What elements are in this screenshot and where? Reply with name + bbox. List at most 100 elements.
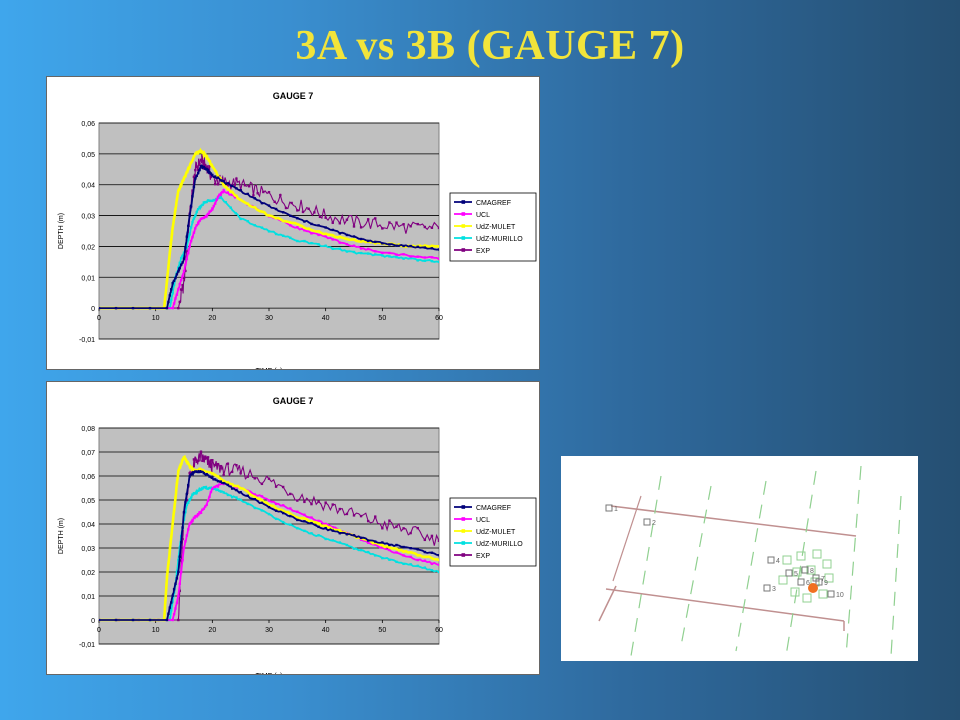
data-point: [168, 294, 172, 297]
data-point: [246, 494, 249, 497]
map-channel: [845, 465, 862, 657]
gauge-marker: [605, 504, 613, 512]
y-tick-label: 0,02: [81, 570, 95, 577]
data-point: [216, 176, 220, 179]
data-point: [423, 538, 427, 542]
data-point: [205, 503, 208, 507]
data-point: [179, 278, 183, 282]
y-tick-label: -0,01: [79, 642, 95, 649]
data-point: [296, 499, 299, 502]
legend-label: EXP: [476, 248, 490, 255]
data-point: [235, 194, 238, 197]
data-point: [239, 217, 242, 221]
data-point: [366, 550, 370, 554]
map-building: [790, 587, 800, 597]
legend-label: CMAGREF: [476, 200, 511, 207]
data-point: [222, 180, 225, 183]
chart-svg-bottom: GAUGE 7 -0,01 0 0,01 0,02 0,03 0,04 0,05 0,06 0,0…: [58, 396, 537, 674]
data-point: [189, 226, 193, 229]
data-point: [331, 233, 334, 237]
data-point: [423, 225, 427, 229]
data-point: [181, 537, 184, 541]
data-point: [184, 269, 187, 273]
data-point: [359, 538, 363, 541]
data-point: [430, 226, 434, 229]
data-point: [209, 163, 213, 166]
data-point: [171, 600, 174, 603]
y-tick-label: 0,03: [81, 214, 95, 221]
data-point: [131, 618, 135, 622]
data-point: [317, 224, 320, 227]
data-point: [164, 293, 167, 296]
data-point: [324, 524, 327, 527]
data-point: [388, 543, 391, 547]
data-point: [260, 509, 264, 512]
data-point: [208, 471, 211, 474]
data-point: [303, 500, 306, 504]
data-point: [366, 539, 370, 542]
data-point: [273, 200, 276, 204]
data-point: [395, 547, 398, 551]
data-point: [338, 241, 342, 244]
map-road: [612, 495, 642, 582]
data-point: [202, 471, 206, 475]
data-point: [430, 247, 434, 250]
data-point: [196, 207, 200, 211]
data-point: [188, 471, 191, 475]
gauge-marker: [815, 578, 823, 586]
data-point: [430, 256, 434, 259]
data-point: [226, 191, 230, 194]
data-point: [430, 259, 434, 263]
data-point: [174, 496, 177, 499]
data-point: [274, 207, 278, 211]
data-point: [260, 210, 264, 213]
data-point: [230, 190, 234, 193]
data-point: [177, 570, 180, 574]
data-point: [324, 537, 327, 541]
data-point: [310, 516, 313, 519]
data-point: [187, 238, 190, 241]
data-point: [205, 470, 208, 474]
data-point: [388, 546, 391, 549]
x-axis-label: TIME (s): [256, 368, 283, 369]
data-point: [262, 190, 265, 194]
data-point: [289, 221, 292, 224]
data-point: [226, 188, 230, 191]
data-point: [310, 222, 313, 226]
data-point: [208, 171, 211, 174]
data-point: [381, 544, 384, 547]
data-point: [331, 221, 334, 224]
data-point: [185, 250, 189, 253]
data-point: [374, 253, 377, 256]
data-point: [260, 201, 264, 205]
gauge-label: 4: [776, 558, 780, 565]
data-point: [202, 167, 206, 170]
data-point: [187, 167, 190, 170]
data-point: [402, 550, 405, 553]
data-point: [165, 575, 169, 578]
data-point: [235, 177, 238, 180]
data-point: [395, 560, 398, 564]
data-point: [256, 192, 259, 195]
data-point: [204, 167, 207, 170]
gauge-site-map: 1 2 3 4 5 6 7 8 9 10: [561, 456, 918, 661]
data-point: [216, 462, 220, 466]
y-tick-label: 0,04: [81, 183, 95, 190]
data-point: [409, 255, 412, 258]
data-point: [437, 570, 439, 574]
data-point: [284, 206, 288, 210]
data-point: [178, 465, 181, 469]
data-point: [430, 557, 434, 560]
data-point: [313, 211, 316, 214]
data-point: [230, 483, 234, 486]
data-point: [211, 476, 214, 479]
data-point: [246, 502, 249, 506]
data-point: [289, 236, 292, 240]
data-point: [187, 528, 190, 531]
data-point: [260, 501, 264, 504]
data-point: [267, 499, 271, 502]
data-point: [281, 511, 285, 515]
data-point: [191, 467, 194, 471]
x-tick-label: 30: [265, 315, 273, 322]
gauge-marker: [767, 556, 775, 564]
